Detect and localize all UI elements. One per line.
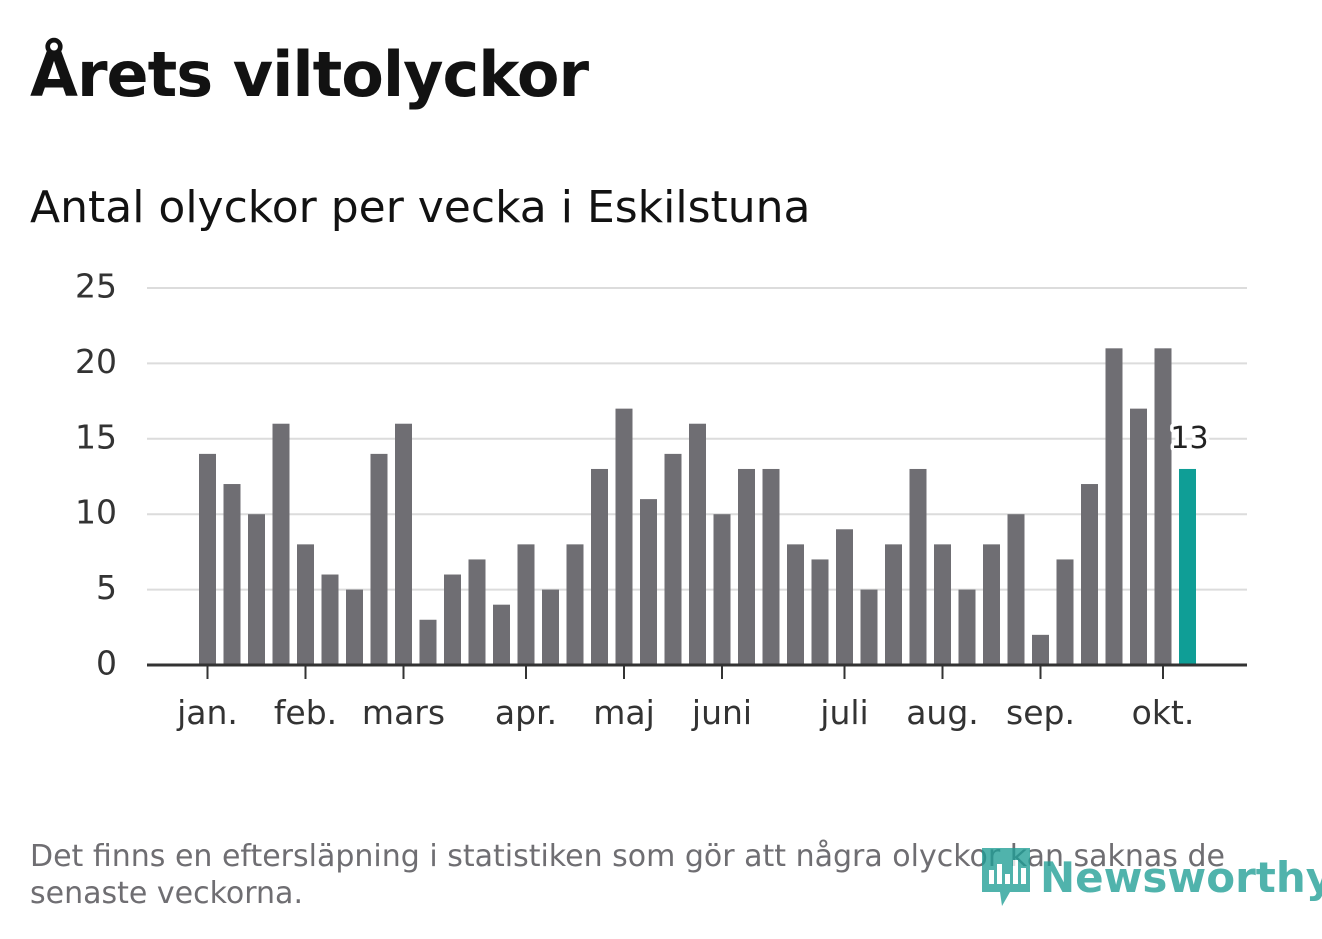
bar (738, 468, 755, 665)
bar (321, 574, 339, 665)
bar (689, 423, 706, 665)
bar (983, 544, 1000, 665)
x-tick-label: maj (593, 693, 655, 732)
bar (934, 544, 951, 665)
bar (1032, 634, 1049, 665)
bar (591, 468, 608, 665)
bar (444, 574, 461, 665)
bar (1007, 514, 1025, 665)
data-label-halo: 13 (1170, 421, 1208, 456)
bar (860, 589, 878, 665)
bar (199, 453, 216, 665)
bar (297, 544, 314, 665)
bar (1130, 408, 1147, 665)
x-tick-label: jan. (176, 693, 238, 732)
brand-logo: Newsworthy (980, 846, 1322, 908)
x-tick-label: apr. (495, 693, 557, 732)
x-tick-label: juni (691, 693, 752, 732)
bar-latest (1179, 468, 1196, 665)
bar (885, 544, 902, 665)
bar (787, 544, 804, 665)
x-tick-label: aug. (906, 693, 979, 732)
chart-subtitle: Antal olyckor per vecka i Eskilstuna (30, 182, 811, 233)
y-tick-label: 0 (96, 644, 117, 683)
bar (1154, 348, 1172, 665)
data-label: 13 (1170, 421, 1208, 456)
bar (468, 559, 486, 665)
newsworthy-logo-icon (982, 848, 1030, 906)
bar (248, 514, 265, 665)
bar (762, 468, 780, 665)
brand-name: Newsworthy (1040, 852, 1322, 902)
x-tick-label: feb. (274, 693, 337, 732)
bar (615, 408, 633, 665)
bar (1056, 559, 1074, 665)
bar (419, 619, 437, 665)
bar (346, 589, 363, 665)
bar (493, 604, 510, 665)
x-tick-label: juli (819, 693, 868, 732)
chart-title: Årets viltolyckor (30, 38, 589, 111)
bar (542, 589, 559, 665)
bar (909, 468, 927, 665)
bar (664, 453, 682, 665)
x-tick-label: sep. (1006, 693, 1075, 732)
bar (370, 453, 388, 665)
bar (811, 559, 829, 665)
y-tick-label: 15 (75, 417, 117, 456)
bar (640, 499, 657, 665)
x-tick-label: okt. (1132, 693, 1195, 732)
x-tick-label: mars (362, 693, 445, 732)
y-tick-label: 5 (96, 568, 117, 607)
y-tick-label: 20 (75, 342, 117, 381)
bar (1105, 348, 1123, 665)
bar (395, 423, 412, 665)
bar (713, 514, 731, 665)
bar (566, 544, 584, 665)
bar (1081, 484, 1098, 665)
bar (836, 529, 853, 665)
bar (223, 484, 241, 665)
y-tick-label: 10 (75, 493, 117, 532)
y-tick-label: 25 (75, 267, 117, 306)
bar (517, 544, 535, 665)
bar (958, 589, 976, 665)
bar (272, 423, 290, 665)
